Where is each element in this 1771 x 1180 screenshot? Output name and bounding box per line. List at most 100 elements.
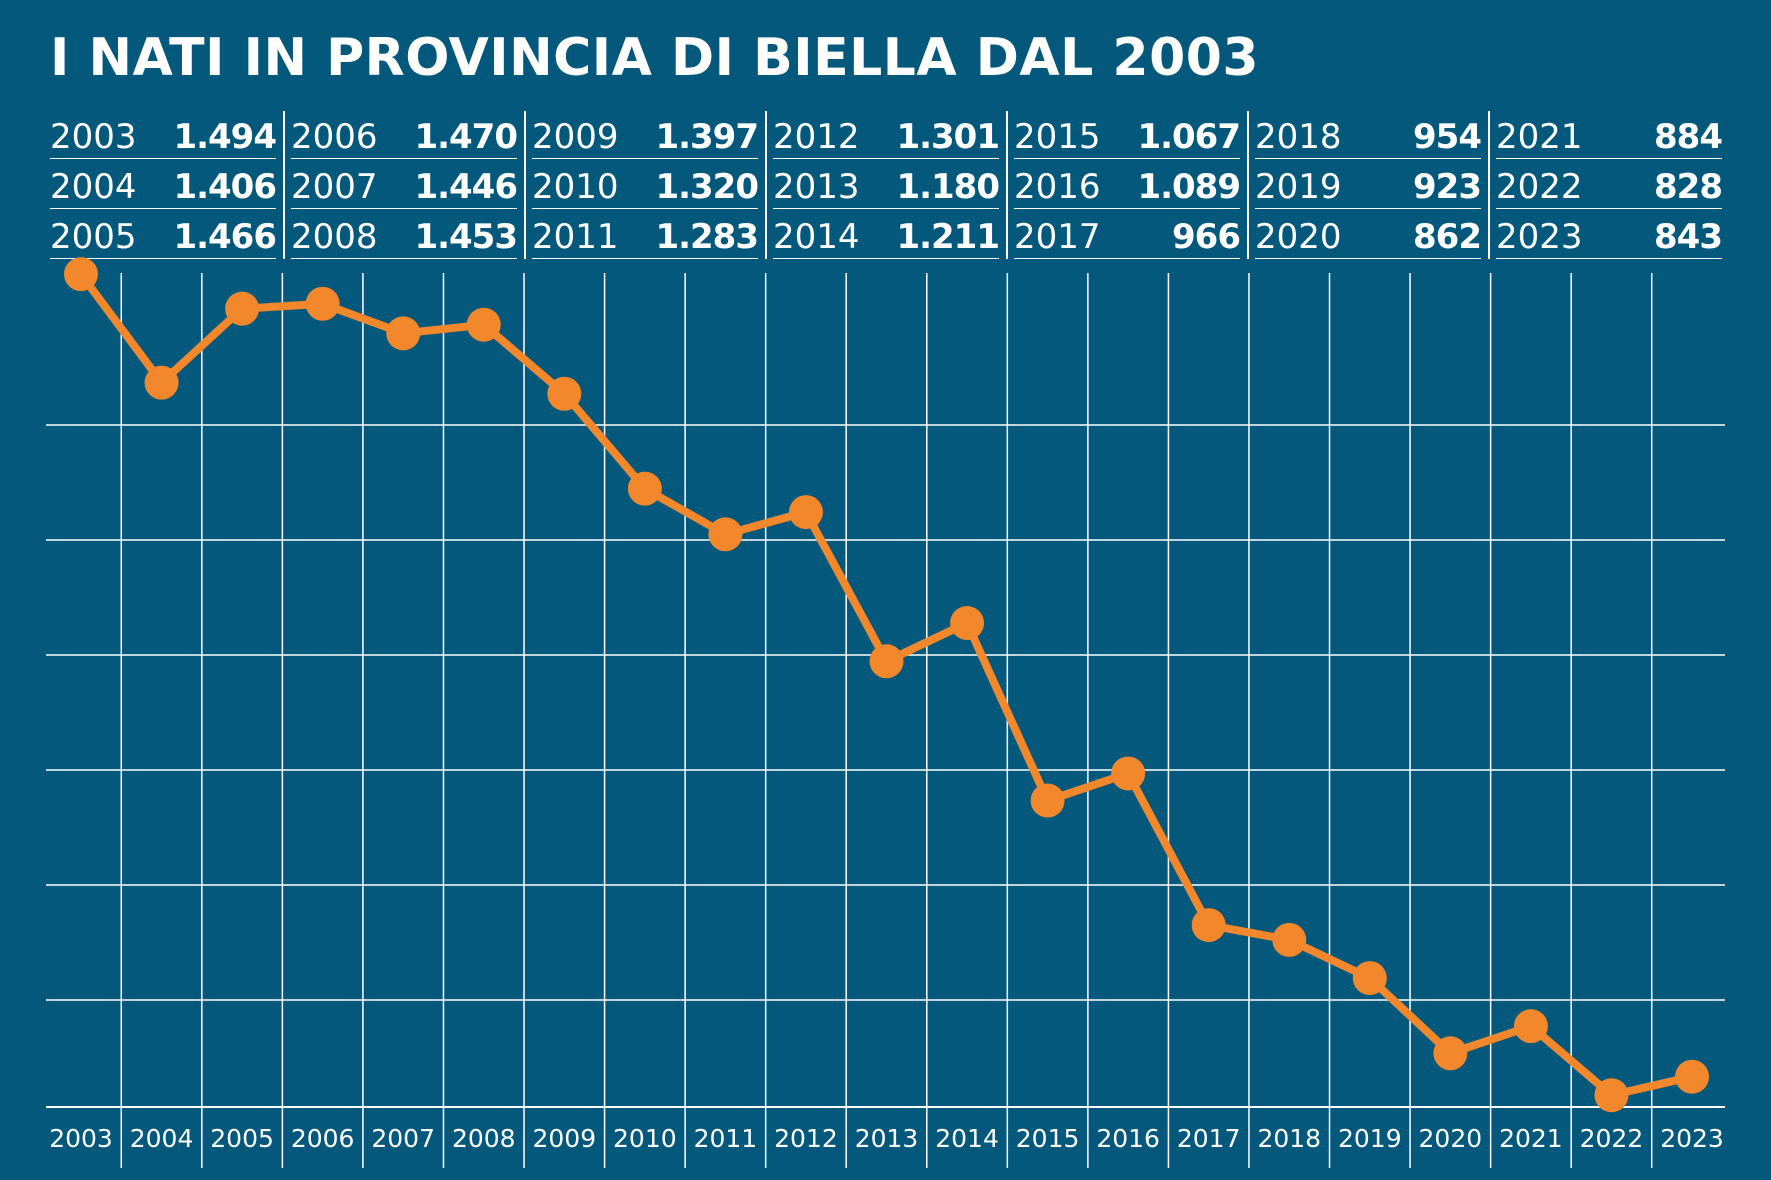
table-column: 2012 1.301 2013 1.180 2014 1.211 (773, 109, 1000, 261)
x-tick-label: 2018 (1257, 1124, 1321, 1153)
table-year: 2020 (1255, 217, 1342, 257)
table-value: 1.453 (414, 217, 518, 257)
chart-grid (46, 273, 1725, 1168)
data-point (225, 291, 260, 326)
data-point (547, 376, 582, 411)
data-point (386, 316, 421, 351)
table-year: 2006 (291, 117, 378, 157)
x-tick-label: 2006 (291, 1124, 355, 1153)
x-tick-label: 2011 (694, 1124, 758, 1153)
table-value: 1.211 (896, 217, 1000, 257)
x-tick-label: 2007 (371, 1124, 435, 1153)
table-row: 2006 1.470 (291, 109, 518, 159)
data-point (64, 257, 98, 292)
x-tick-label: 2012 (774, 1124, 838, 1153)
x-tick-label: 2023 (1660, 1124, 1724, 1153)
data-point (627, 471, 662, 506)
x-tick-label: 2019 (1338, 1124, 1402, 1153)
x-tick-label: 2015 (1016, 1124, 1080, 1153)
data-point (1030, 783, 1065, 818)
x-tick-label: 2010 (613, 1124, 677, 1153)
x-axis-tick-labels: 2003 2004 2005 2006 2007 2008 2009 2010 2011 2012… (49, 1124, 1724, 1153)
table-column-divider (283, 111, 285, 259)
data-point (144, 365, 179, 400)
table-row: 2022 828 (1496, 159, 1723, 209)
table-value: 1.446 (414, 167, 518, 207)
table-column-divider (765, 111, 767, 259)
table-column: 2018 954 2019 923 2020 862 (1255, 109, 1482, 261)
table-column-divider (1488, 111, 1490, 259)
table-row: 2009 1.397 (532, 109, 759, 159)
data-point (305, 286, 340, 321)
table-value: 966 (1172, 217, 1241, 257)
x-tick-label: 2013 (855, 1124, 919, 1153)
table-year: 2009 (532, 117, 619, 157)
table-year: 2022 (1496, 167, 1583, 207)
table-year: 2008 (291, 217, 378, 257)
data-point (1594, 1078, 1629, 1113)
x-tick-label: 2009 (532, 1124, 596, 1153)
x-tick-label: 2022 (1580, 1124, 1644, 1153)
x-tick-label: 2005 (210, 1124, 274, 1153)
table-year: 2013 (773, 167, 860, 207)
table-value: 954 (1413, 117, 1482, 157)
table-value: 843 (1654, 217, 1723, 257)
data-point (788, 495, 823, 530)
table-row: 2010 1.320 (532, 159, 759, 209)
table-value: 1.301 (896, 117, 1000, 157)
table-row: 2018 954 (1255, 109, 1482, 159)
table-year: 2015 (1014, 117, 1101, 157)
table-column: 2006 1.470 2007 1.446 2008 1.453 (291, 109, 518, 261)
table-value: 1.397 (655, 117, 759, 157)
table-value: 1.494 (173, 117, 277, 157)
data-point (1191, 908, 1226, 943)
table-row: 2012 1.301 (773, 109, 1000, 159)
table-row: 2011 1.283 (532, 209, 759, 259)
table-row: 2003 1.494 (50, 109, 277, 159)
x-tick-label: 2003 (49, 1124, 113, 1153)
table-column-divider (1006, 111, 1008, 259)
data-point (1111, 756, 1146, 791)
table-value: 828 (1654, 167, 1723, 207)
table-year: 2017 (1014, 217, 1101, 257)
table-row: 2005 1.466 (50, 209, 277, 259)
table-value: 1.320 (655, 167, 759, 207)
data-point (1675, 1059, 1709, 1094)
table-year: 2023 (1496, 217, 1583, 257)
table-row: 2004 1.406 (50, 159, 277, 209)
table-value: 862 (1413, 217, 1482, 257)
table-year: 2018 (1255, 117, 1342, 157)
table-year: 2003 (50, 117, 137, 157)
data-point (708, 517, 743, 552)
x-tick-label: 2020 (1419, 1124, 1483, 1153)
table-row: 2008 1.453 (291, 209, 518, 259)
x-tick-label: 2017 (1177, 1124, 1241, 1153)
table-row: 2020 862 (1255, 209, 1482, 259)
table-year: 2004 (50, 167, 137, 207)
table-year: 2014 (773, 217, 860, 257)
x-tick-label: 2021 (1499, 1124, 1563, 1153)
table-column-divider (1247, 111, 1249, 259)
table-row: 2019 923 (1255, 159, 1482, 209)
table-row: 2015 1.067 (1014, 109, 1241, 159)
data-point (1433, 1036, 1468, 1071)
chart-title: I NATI IN PROVINCIA DI BIELLA DAL 2003 (50, 28, 1260, 88)
data-point (1272, 922, 1307, 957)
x-tick-label: 2004 (130, 1124, 194, 1153)
x-tick-label: 2008 (452, 1124, 516, 1153)
table-column: 2015 1.067 2016 1.089 2017 966 (1014, 109, 1241, 261)
table-value: 1.283 (655, 217, 759, 257)
data-point (950, 606, 985, 641)
table-row: 2016 1.089 (1014, 159, 1241, 209)
table-value: 1.470 (414, 117, 518, 157)
table-value: 1.406 (173, 167, 277, 207)
table-year: 2010 (532, 167, 619, 207)
table-value: 923 (1413, 167, 1482, 207)
table-year: 2019 (1255, 167, 1342, 207)
table-row: 2013 1.180 (773, 159, 1000, 209)
table-year: 2005 (50, 217, 137, 257)
table-year: 2016 (1014, 167, 1101, 207)
table-column: 2009 1.397 2010 1.320 2011 1.283 (532, 109, 759, 261)
table-year: 2012 (773, 117, 860, 157)
